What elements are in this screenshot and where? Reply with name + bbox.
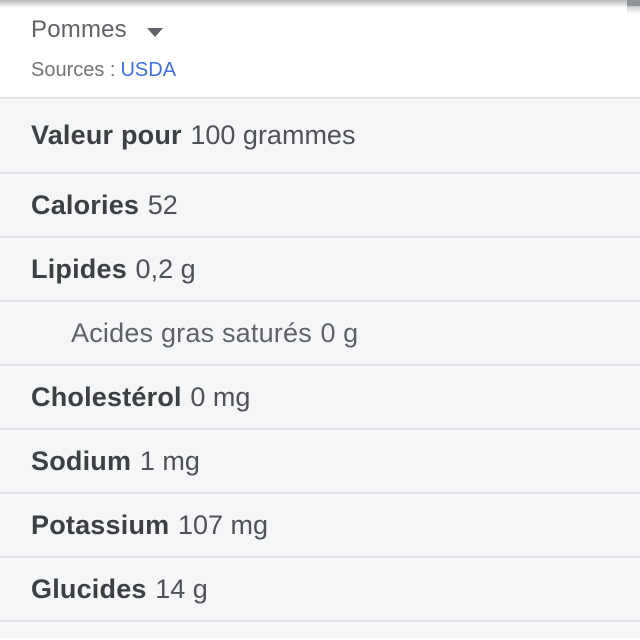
row-value: 100 grammes: [190, 120, 356, 150]
row-sodium: Sodium 1 mg: [0, 428, 640, 492]
food-selector-dropdown[interactable]: Pommes: [31, 14, 163, 46]
row-label: Lipides: [31, 253, 127, 284]
row-serving-size: Valeur pour 100 grammes: [0, 97, 640, 172]
sources-line: Sources : USDA: [31, 57, 640, 83]
row-value: 1 mg: [139, 445, 200, 476]
row-value: 52: [147, 189, 178, 220]
row-label: Glucides: [31, 573, 147, 604]
row-value: 0 mg: [190, 381, 251, 412]
row-calories: Calories 52: [0, 172, 640, 236]
row-label: Cholestérol: [31, 381, 182, 412]
row-lipides: Lipides 0,2 g: [0, 236, 640, 300]
row-value: 0 g: [320, 317, 359, 348]
row-label: Sodium: [31, 445, 132, 476]
row-label: Acides gras saturés: [71, 317, 312, 348]
row-glucides: Glucides 14 g: [0, 556, 640, 620]
scrollbar-fragment-fade: [627, 6, 640, 14]
food-title[interactable]: Pommes: [31, 16, 127, 43]
row-value: 0,2 g: [135, 253, 196, 284]
sources-label: Sources :: [31, 59, 116, 81]
row-label: Valeur pour: [31, 120, 182, 150]
source-link-usda[interactable]: USDA: [120, 59, 177, 81]
chevron-down-icon[interactable]: [146, 27, 163, 37]
row-value: 14 g: [155, 573, 208, 604]
row-acides-gras-satures: Acides gras saturés 0 g: [0, 300, 640, 364]
row-label: Potassium: [31, 509, 170, 540]
row-value: 107 mg: [177, 509, 269, 540]
card-header: Pommes Sources : USDA: [0, 0, 640, 97]
row-potassium: Potassium 107 mg: [0, 492, 640, 556]
row-label: Calories: [31, 189, 140, 220]
nutrition-table: Valeur pour 100 grammes Calories 52 Lipi…: [0, 97, 640, 638]
row-cholesterol: Cholestérol 0 mg: [0, 364, 640, 428]
row-partial-cutoff: [0, 620, 640, 638]
scrollbar-fragment: [627, 0, 640, 6]
